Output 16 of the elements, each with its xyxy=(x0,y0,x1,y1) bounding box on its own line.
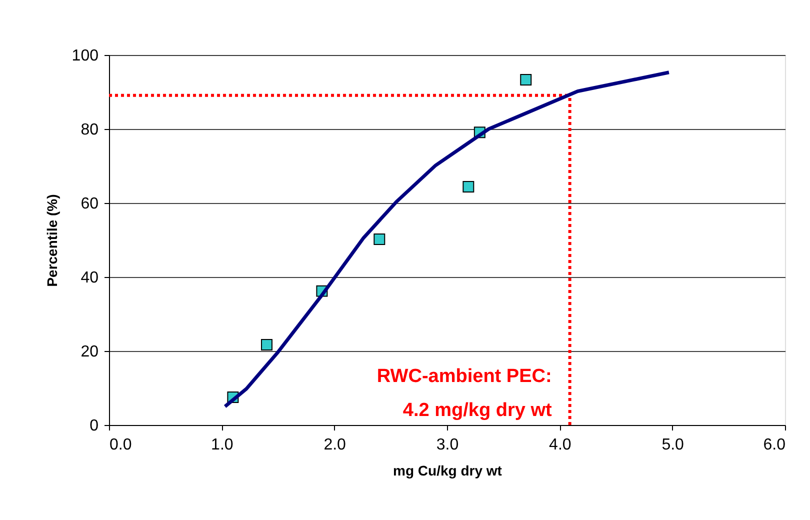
x-tick-label: 3.0 xyxy=(436,436,459,454)
x-tick-label: 1.0 xyxy=(211,436,234,454)
y-tick-label: 40 xyxy=(80,270,99,286)
y-tick-label: 80 xyxy=(80,122,99,138)
x-tick-label: 4.0 xyxy=(549,436,572,454)
x-axis-title: mg Cu/kg dry wt xyxy=(393,462,502,478)
annotation: RWC-ambient PEC: 4.2 mg/kg dry wt xyxy=(376,366,552,421)
y-axis-title: Percentile (%) xyxy=(44,194,60,287)
x-tick-label: 5.0 xyxy=(662,436,684,454)
x-tick-label: 0.0 xyxy=(110,436,132,454)
x-tick-label: 2.0 xyxy=(324,436,346,454)
y-tick-label: 0 xyxy=(90,418,99,434)
x-tick-label: 6.0 xyxy=(763,436,786,454)
y-tick-label: 100 xyxy=(72,48,99,64)
y-tick-label: 60 xyxy=(80,196,99,212)
y-tick-label: 20 xyxy=(80,344,99,360)
